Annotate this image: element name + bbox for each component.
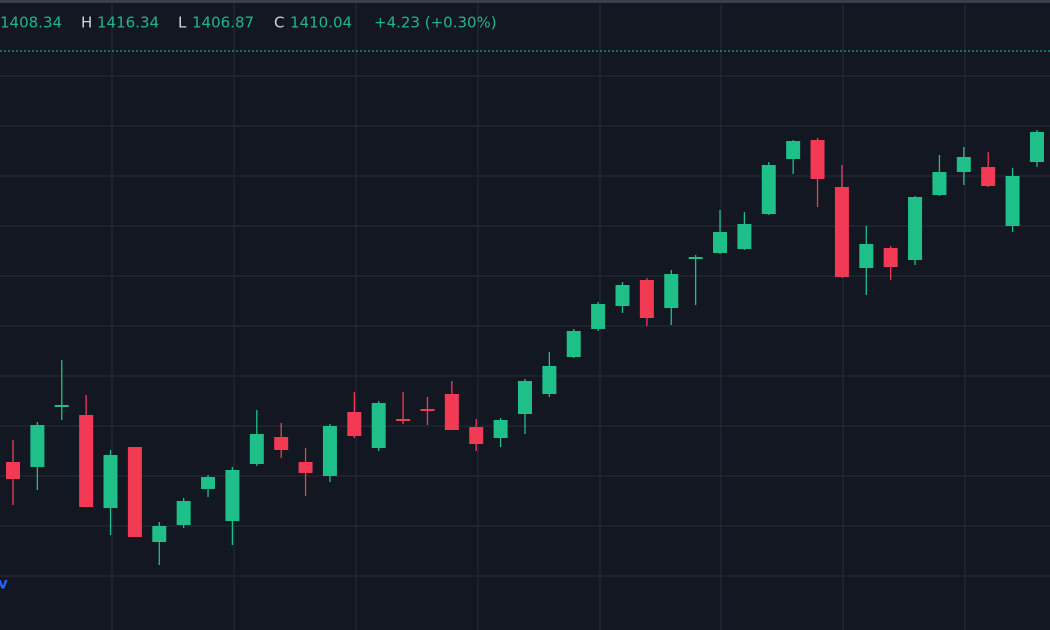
candle-body [859,244,874,268]
candle-body [152,526,167,542]
candle-body [981,167,996,186]
candle-body [469,427,484,444]
candle-body [908,197,923,260]
close-value: 1410.04 [290,14,352,32]
low-label: L [178,14,187,32]
candle-body [956,157,971,172]
candle-body [6,462,20,479]
candle-body [420,409,435,411]
open-value: 1408.34 [0,14,62,32]
candle-body [322,426,337,476]
ohlc-header: 1408.34 H 1416.34 L 1406.87 C 1410.04 +4… [0,14,497,32]
logo: v [0,575,8,593]
candle-body [371,403,386,448]
candle-body [1005,176,1020,226]
candle-body [176,501,191,525]
candle-body [225,470,240,521]
high-label: H [81,14,92,32]
candle-body [639,280,654,318]
candle-body [274,437,289,450]
candle-body [615,285,630,306]
candle-body [493,420,508,438]
candle-body [127,447,142,537]
candle-body [786,141,801,159]
low-value: 1406.87 [192,14,254,32]
candle-body [517,381,532,414]
close-label: C [274,14,284,32]
candle-body [103,455,118,508]
high-value: 1416.34 [97,14,159,32]
candle-body [444,394,459,430]
candle-body [566,331,581,357]
candle-body [688,257,703,259]
candle-body [79,415,94,507]
candle-body [201,477,216,489]
candle-body [810,140,825,179]
candle-body [883,248,898,267]
candle-body [30,425,45,467]
candle-body [834,187,849,277]
candle-body [54,405,69,407]
candle-body [932,172,947,195]
plot [0,75,1050,577]
candle-body [542,366,557,394]
candle-body [1029,132,1044,162]
candle-body [591,304,606,329]
candle-body [396,419,411,421]
change-value: +4.23 (+0.30%) [374,14,497,32]
candle-body [713,232,728,253]
candle-body [249,434,264,464]
candle-body [298,462,313,473]
candle-body [737,224,752,249]
candle-body [664,274,679,308]
candle-body [347,412,362,436]
candle-body [761,165,776,214]
